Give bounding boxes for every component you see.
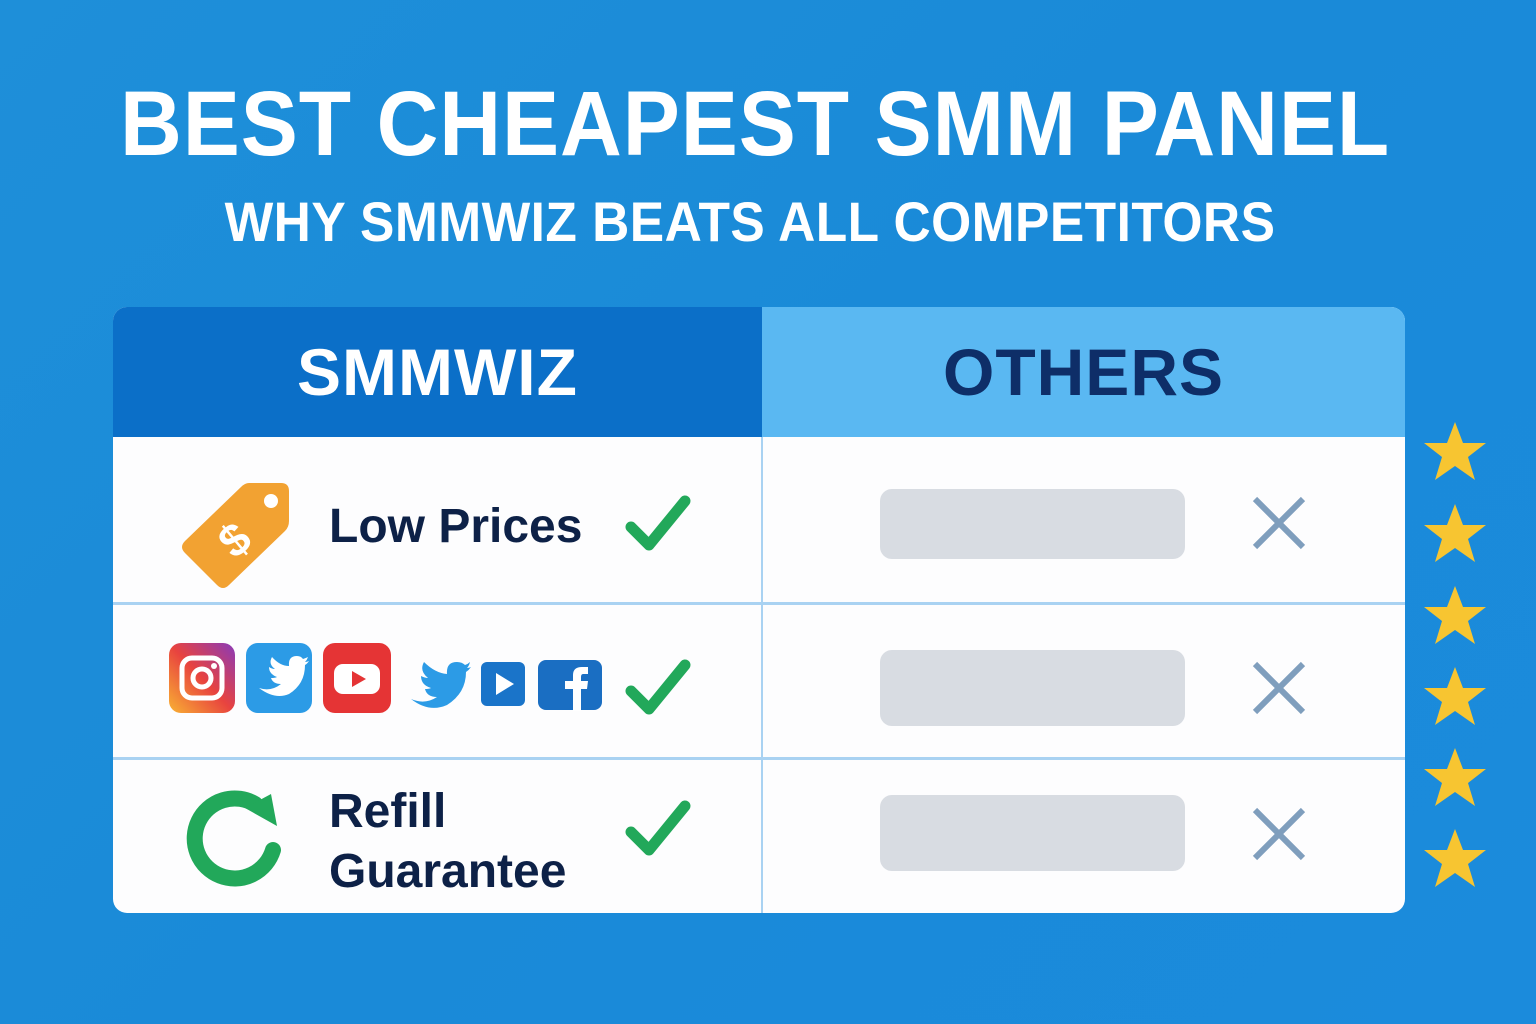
- smmwiz-cell: Refill Guarantee: [113, 760, 761, 913]
- youtube-icon: [323, 643, 391, 713]
- star-icon: [1424, 586, 1486, 644]
- feature-label-line1: Refill: [329, 785, 447, 838]
- feature-label-line2: Guarantee: [329, 845, 567, 898]
- row-divider: [113, 757, 1405, 760]
- others-cell: [763, 605, 1405, 757]
- star-icon: [1424, 829, 1486, 887]
- check-icon: [625, 659, 691, 715]
- check-icon: [625, 495, 691, 551]
- check-icon: [625, 800, 691, 856]
- refresh-icon: [186, 790, 281, 887]
- others-cell: [763, 760, 1405, 913]
- table-row-refill: Refill Guarantee: [113, 760, 1405, 913]
- table-row-platforms: [113, 605, 1405, 757]
- placeholder-bar: [880, 650, 1185, 726]
- twitter-bird-icon: [411, 662, 471, 708]
- column-header-smmwiz: SMMWIZ: [113, 307, 762, 437]
- page-title: BEST CHEAPEST SMM PANEL: [119, 73, 1391, 175]
- star-icon: [1424, 667, 1486, 725]
- placeholder-bar: [880, 489, 1185, 559]
- row-divider: [113, 602, 1405, 605]
- twitter-icon: [246, 643, 312, 713]
- facebook-icon: [538, 660, 602, 711]
- smmwiz-cell: $ Low Prices: [113, 437, 761, 602]
- x-icon: [1252, 496, 1306, 550]
- page-subtitle: WHY SMMWIZ BEATS ALL COMPETITORS: [224, 190, 1276, 253]
- table-row-low-prices: $ Low Prices: [113, 437, 1405, 602]
- price-tag-icon: $: [182, 483, 289, 588]
- star-icon: [1424, 504, 1486, 562]
- instagram-icon: [169, 643, 235, 713]
- column-divider: [761, 437, 763, 913]
- x-icon: [1252, 807, 1306, 861]
- column-header-others: OTHERS: [762, 307, 1405, 437]
- play-icon: [481, 662, 525, 706]
- star-icon: [1424, 422, 1486, 480]
- placeholder-bar: [880, 795, 1185, 871]
- smmwiz-cell: [113, 605, 761, 757]
- table-header: SMMWIZ OTHERS: [113, 307, 1405, 437]
- others-cell: [763, 437, 1405, 602]
- star-icon: [1424, 748, 1486, 806]
- x-icon: [1252, 661, 1306, 715]
- comparison-table: SMMWIZ OTHERS $ Low Prices: [113, 307, 1405, 913]
- feature-label: Low Prices: [329, 500, 583, 553]
